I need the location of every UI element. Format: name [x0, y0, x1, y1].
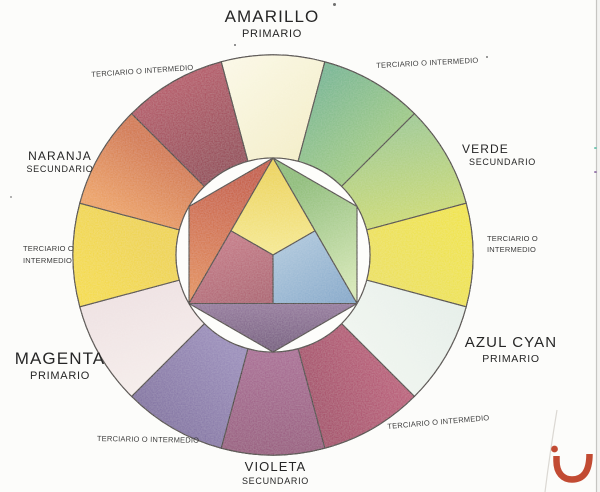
scan-speck [10, 196, 12, 198]
color-role-azul-cyan: PRIMARIO [482, 352, 540, 365]
color-name-violeta: VIOLETA [244, 459, 307, 474]
scan-speck [594, 171, 597, 173]
color-role-magenta: PRIMARIO [30, 370, 90, 383]
scan-speck [234, 44, 236, 46]
color-role-amarillo: PRIMARIO [242, 28, 302, 41]
logo-dot [551, 445, 558, 453]
scan-margin-strip [597, 0, 600, 492]
scan-speck [333, 3, 336, 6]
terciario-left-line1: TERCIARIO O [23, 244, 74, 253]
color-role-violeta: SECUNDARIO [241, 475, 309, 486]
label-terciario-right: TERCIARIO O INTERMEDIO [487, 234, 538, 256]
inner-magenta-kite [188, 230, 274, 305]
label-violeta: VIOLETA SECUNDARIO [223, 459, 328, 486]
color-name-naranja: NARANJA [28, 149, 92, 163]
color-name-verde: VERDE [462, 142, 509, 156]
color-name-magenta: MAGENTA [14, 349, 106, 368]
label-terciario-bottom-left: TERCIARIO O INTERMEDIO [96, 434, 200, 445]
label-naranja: NARANJA SECUNDARIO [14, 149, 106, 175]
terciario-right-line1: TERCIARIO O [487, 234, 538, 243]
label-amarillo: AMARILLO PRIMARIO [172, 7, 372, 40]
color-name-amarillo: AMARILLO [224, 7, 320, 26]
color-role-naranja: SECUNDARIO [26, 164, 94, 175]
logo-noon-mark [551, 445, 593, 483]
label-azul-cyan: AZUL CYAN PRIMARIO [456, 334, 566, 366]
paper-edge-curve [544, 409, 558, 492]
wheel-shapes [72, 54, 474, 456]
scan-speck [594, 147, 597, 149]
label-verde: VERDE SECUNDARIO [462, 142, 537, 168]
terciario-right-line2: INTERMEDIO [487, 244, 537, 254]
color-role-verde: SECUNDARIO [469, 157, 537, 168]
label-magenta: MAGENTA PRIMARIO [12, 349, 108, 382]
label-terciario-left: TERCIARIO O INTERMEDIO [23, 243, 74, 266]
scan-speck [486, 56, 488, 58]
logo-bowl-stroke [553, 453, 593, 483]
terciario-left-line2: INTERMEDIO [23, 255, 73, 265]
color-name-azul-cyan: AZUL CYAN [464, 334, 558, 351]
